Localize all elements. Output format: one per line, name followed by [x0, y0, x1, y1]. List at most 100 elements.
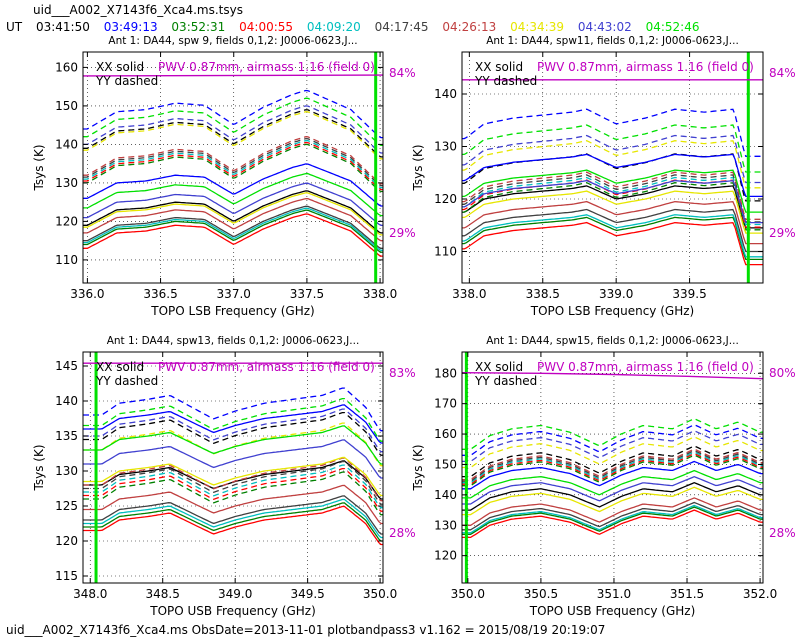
series-line [83, 97, 383, 146]
series-line [462, 216, 763, 261]
time-label-9: 04:52:46 [645, 20, 700, 34]
series-line [462, 469, 763, 499]
y-tick-label: 135 [55, 429, 78, 443]
series-line [83, 408, 383, 453]
series-line [462, 108, 763, 157]
legend-yy-dashed: YY dashed [95, 74, 158, 88]
x-tick-label: 338.5 [526, 287, 560, 301]
time-label-1: 03:49:13 [103, 20, 158, 34]
x-tick-label: 349.5 [290, 587, 324, 601]
series-line [83, 213, 383, 257]
series-line [83, 460, 383, 505]
series-group [462, 52, 763, 283]
y-tick-label: 120 [55, 214, 78, 228]
series-line [462, 475, 763, 505]
series-line [83, 397, 383, 442]
pwv-label: PWV 0.87mm, airmass 1.16 (field 0) [537, 360, 754, 374]
y-tick-label: 110 [55, 253, 78, 267]
series-line [83, 141, 383, 191]
series-line [462, 153, 763, 202]
panel-0: 336.0 336.5 337.0 337.5 338.0 110 120 130 140 150… [32, 35, 416, 318]
pwv-label: PWV 0.87mm, airmass 1.16 (field 0) [158, 360, 375, 374]
y-tick-label: 150 [55, 99, 78, 113]
transmission-bottom-label: 29% [389, 226, 416, 240]
series-line [83, 467, 383, 512]
series-line [462, 424, 763, 456]
series-line [462, 497, 763, 526]
legend-xx-solid: XX solid [96, 360, 144, 374]
series-group [83, 352, 383, 583]
series-line [83, 209, 383, 253]
series-line [462, 509, 763, 539]
series-line [462, 481, 763, 511]
y-axis-label: Tsys (K) [411, 145, 425, 192]
panel-title: Ant 1: DA44, spw11, fields 0,1,2: J0006-… [486, 35, 739, 47]
footer-text: uid___A002_X7143f6_Xca4.ms ObsDate=2013-… [6, 623, 606, 637]
series-line [83, 495, 383, 535]
series-line [462, 182, 763, 231]
series-line [462, 171, 763, 220]
series-line [83, 411, 383, 456]
series-line [462, 140, 763, 189]
series-line [83, 139, 383, 189]
series-line [462, 208, 763, 253]
y-tick-label: 145 [55, 359, 78, 373]
x-tick-label: 338.0 [452, 287, 486, 301]
series-line [83, 502, 383, 542]
series-group [83, 52, 383, 283]
panel-1: 338.0 338.5 339.0 339.5 110 120 130 140 Ant 1: D… [411, 35, 796, 318]
x-tick-label: 336.5 [143, 287, 177, 301]
pwv-label: PWV 0.87mm, airmass 1.16 (field 0) [537, 60, 754, 74]
series-line [83, 498, 383, 539]
series-line [462, 436, 763, 469]
time-label-5: 04:17:45 [374, 20, 429, 34]
x-tick-label: 350.0 [363, 587, 397, 601]
x-tick-label: 351.0 [597, 587, 631, 601]
series-line [462, 200, 763, 245]
plot-frame [82, 351, 384, 584]
y-tick-label: 140 [434, 87, 457, 101]
series-line [83, 460, 383, 500]
y-tick-label: 115 [55, 569, 78, 583]
legend-xx-solid: XX solid [96, 60, 144, 74]
time-label-7: 04:34:39 [510, 20, 564, 34]
series-line [462, 179, 763, 224]
series-line [462, 169, 763, 213]
series-line [462, 124, 763, 173]
series-line [83, 387, 383, 432]
x-tick-label: 348.5 [146, 587, 180, 601]
y-tick-label: 110 [434, 245, 457, 259]
plot-frame [461, 51, 764, 284]
series-line [462, 449, 763, 482]
series-line [83, 136, 383, 185]
series-line [462, 486, 763, 516]
series-line [462, 506, 763, 536]
panel-title: Ant 1: DA44, spw 9, fields 0,1,2: J0006-… [108, 35, 357, 47]
x-tick-label: 336.0 [70, 287, 104, 301]
y-tick-label: 130 [55, 176, 78, 190]
time-label-4: 04:09:20 [306, 20, 361, 34]
panel-title: Ant 1: DA44, spw15, fields 0,1,2: J0006-… [486, 335, 739, 347]
x-axis-label: TOPO LSB Frequency (GHz) [530, 304, 694, 318]
series-line [462, 214, 763, 258]
series-line [83, 457, 383, 502]
series-group [462, 352, 763, 583]
series-line [83, 505, 383, 546]
series-line [462, 452, 763, 485]
series-line [462, 134, 763, 184]
series-line [83, 192, 383, 236]
series-line [83, 471, 383, 516]
transmission-curve [83, 74, 383, 77]
time-label-6: 04:26:13 [442, 20, 497, 34]
pwv-label: PWV 0.87mm, airmass 1.16 (field 0) [158, 60, 375, 74]
plot-frame [461, 351, 764, 584]
figure-title: uid___A002_X7143f6_Xca4.ms.tsys [33, 3, 243, 17]
series-line [83, 439, 383, 479]
y-tick-label: 130 [55, 464, 78, 478]
y-tick-label: 180 [434, 366, 457, 380]
series-line [462, 501, 763, 531]
time-label-3: 04:00:55 [239, 20, 294, 34]
series-line [83, 425, 383, 465]
transmission-bottom-label: 29% [769, 226, 796, 240]
series-line [83, 89, 383, 139]
